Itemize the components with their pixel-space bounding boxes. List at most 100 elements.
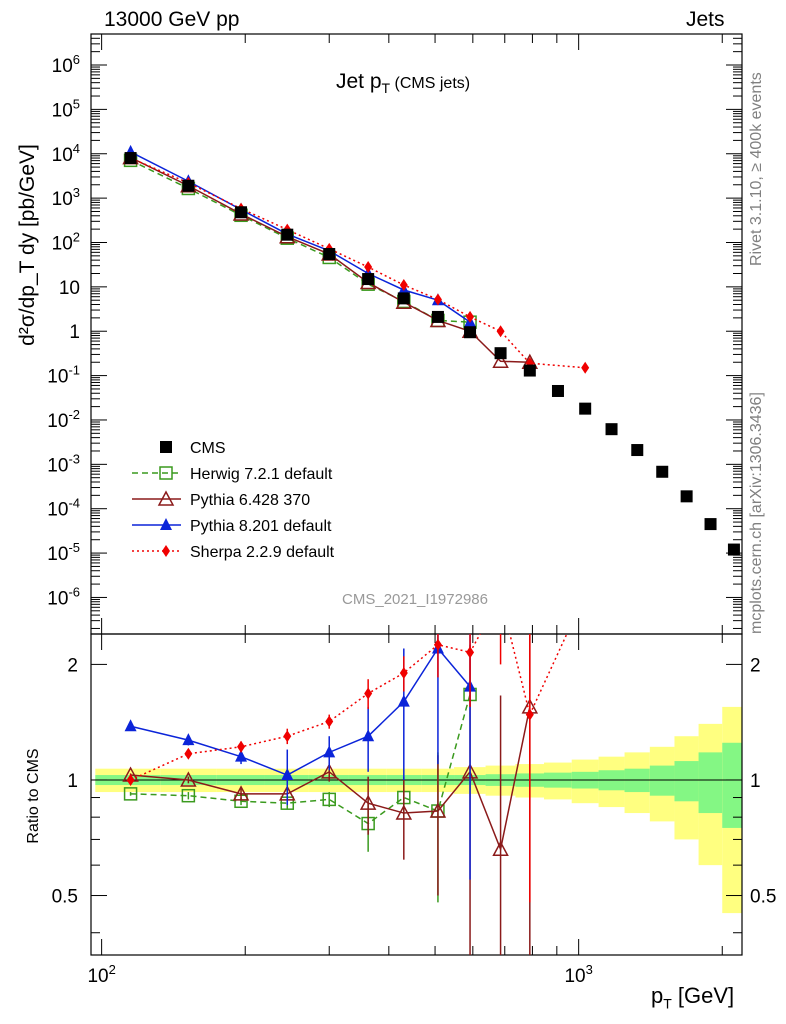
y-ticks-ratio [91,663,742,934]
data-point [523,364,536,377]
ratio-marker [126,773,135,786]
ratio-marker [497,591,505,603]
ratio-marker [281,768,294,781]
header-left: 13000 GeV pp [104,8,240,31]
legend-label: CMS [190,440,226,457]
data-point [281,228,294,241]
ratio-marker [581,427,589,439]
ratio-marker [492,840,509,856]
data-point [464,326,477,339]
legend-marker [157,490,175,506]
y-tick-label: 10-1 [47,363,80,388]
legend-label: Pythia 6.428 370 [190,492,310,509]
ratio-marker [397,694,410,707]
y-tick-label: 104 [52,141,80,166]
ratio-marker [364,687,373,700]
ratio-marker [180,771,197,787]
series-line [130,159,471,323]
x-tick-label: 103 [564,962,592,987]
ratio-marker [433,638,442,651]
ratio-marker [235,749,248,762]
legend-marker [159,466,173,480]
series-line [130,157,586,369]
ratio-line [130,647,471,776]
ratio-marker [399,666,408,679]
data-point [680,490,693,503]
series-line [130,151,471,323]
data-point [431,310,444,323]
ratio-tick-label: 1 [67,771,78,792]
ratio-tick-label: 2 [67,655,78,676]
series-marker [466,310,475,323]
ratio-marker [237,740,246,753]
ratio-line [130,694,471,825]
header-right: Jets [686,8,725,31]
ratio-marker [124,719,137,732]
y-tick-label: 1 [69,322,80,343]
legend-label: Pythia 8.201 default [190,518,332,535]
ratio-marker [362,729,375,742]
legend-label: Herwig 7.2.1 default [190,466,333,483]
ratio-bands [95,706,742,914]
ratio-marker [325,715,334,728]
ratio-marker [395,804,413,820]
y-tick-label: 10 [59,278,80,299]
ratio-series [122,427,589,955]
data-point [494,347,507,360]
legend-marker [160,518,172,530]
y-tick-label: 10-3 [47,451,80,476]
data-point [551,384,564,397]
y-axis-label-ratio: Ratio to CMS [25,748,42,843]
series-marker [433,293,442,306]
ratio-marker [322,792,336,807]
y-ticks-top [91,33,742,629]
ratio-marker [525,708,534,721]
legend-marker [162,545,170,557]
legend: CMS Herwig 7.2.1 default Pythia 6.428 370 P… [132,440,335,561]
ratio-marker [181,788,196,803]
ratio-panel-frame [90,633,743,956]
series-marker [581,361,590,374]
data-point [656,465,669,478]
ratio-tick-label-right: 1 [750,771,761,792]
x-tick-label: 102 [87,962,115,987]
y-axis-label: d²σ/dp_T dy [pb/GeV] [16,144,39,346]
ratio-tick-label-right: 0.5 [750,887,776,908]
series-marker [492,352,509,369]
top-series [122,144,740,556]
stat-uncertainty-band [649,765,675,796]
data-point [182,179,195,192]
legend-label: Sherpa 2.2.9 default [190,544,335,561]
y-tick-label: 10-6 [47,584,80,609]
ratio-marker [283,730,292,743]
y-tick-label: 103 [52,185,80,210]
plot-title-sub: T [381,80,391,97]
ratio-tick-label-right: 2 [750,655,761,676]
ratio-marker [182,733,195,746]
plot-title-suffix: (CMS jets) [390,75,471,92]
legend-marker [160,441,172,453]
y-tick-label: 105 [52,96,80,121]
ratio-line [130,634,568,781]
series-marker [364,261,373,274]
data-point [397,292,410,305]
plot-title: Jet pT (CMS jets) [336,70,470,96]
ratio-marker [232,785,250,801]
y-tick-label: 102 [52,229,80,254]
stat-uncertainty-band [722,742,742,828]
y-tick-label: 10-5 [47,540,80,565]
ratio-marker [320,763,338,779]
analysis-id: CMS_2021_I1972986 [342,591,488,608]
ratio-marker [429,802,447,818]
ratio-marker [359,794,377,810]
top-panel-frame [90,33,743,635]
x-axis-label-unit: [GeV] [671,983,735,1008]
data-point [579,402,592,415]
data-point [727,543,740,556]
stat-uncertainty-band [698,752,723,814]
series-marker [496,325,505,338]
data-point [704,518,717,531]
data-point [362,273,375,286]
series-marker [399,279,408,292]
